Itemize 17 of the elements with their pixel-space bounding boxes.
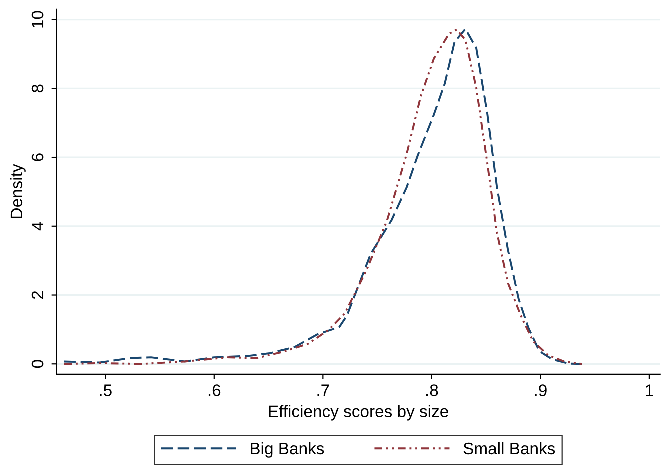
y-tick-label: 10 [32, 11, 44, 28]
y-tick-label: 8 [32, 84, 44, 93]
line-series [63, 28, 583, 366]
y-axis-title: Density [10, 164, 26, 218]
x-tick-label: .6 [208, 384, 221, 396]
y-tick-label: 2 [32, 291, 44, 300]
y-tick-label: 4 [32, 222, 44, 231]
x-tick-label: .8 [426, 384, 438, 396]
y-tick-label: 0 [32, 360, 44, 368]
x-tick-label: .9 [535, 384, 547, 396]
legend-label: Big Banks [251, 442, 324, 458]
x-tick-label: 1 [646, 384, 654, 396]
legend-label: Small Banks [464, 442, 556, 455]
x-axis-title: Efficiency scores by size [269, 405, 448, 421]
x-tick-label: .7 [318, 384, 330, 396]
x-tick-label: .5 [100, 384, 112, 396]
y-tick-label: 6 [32, 154, 44, 162]
